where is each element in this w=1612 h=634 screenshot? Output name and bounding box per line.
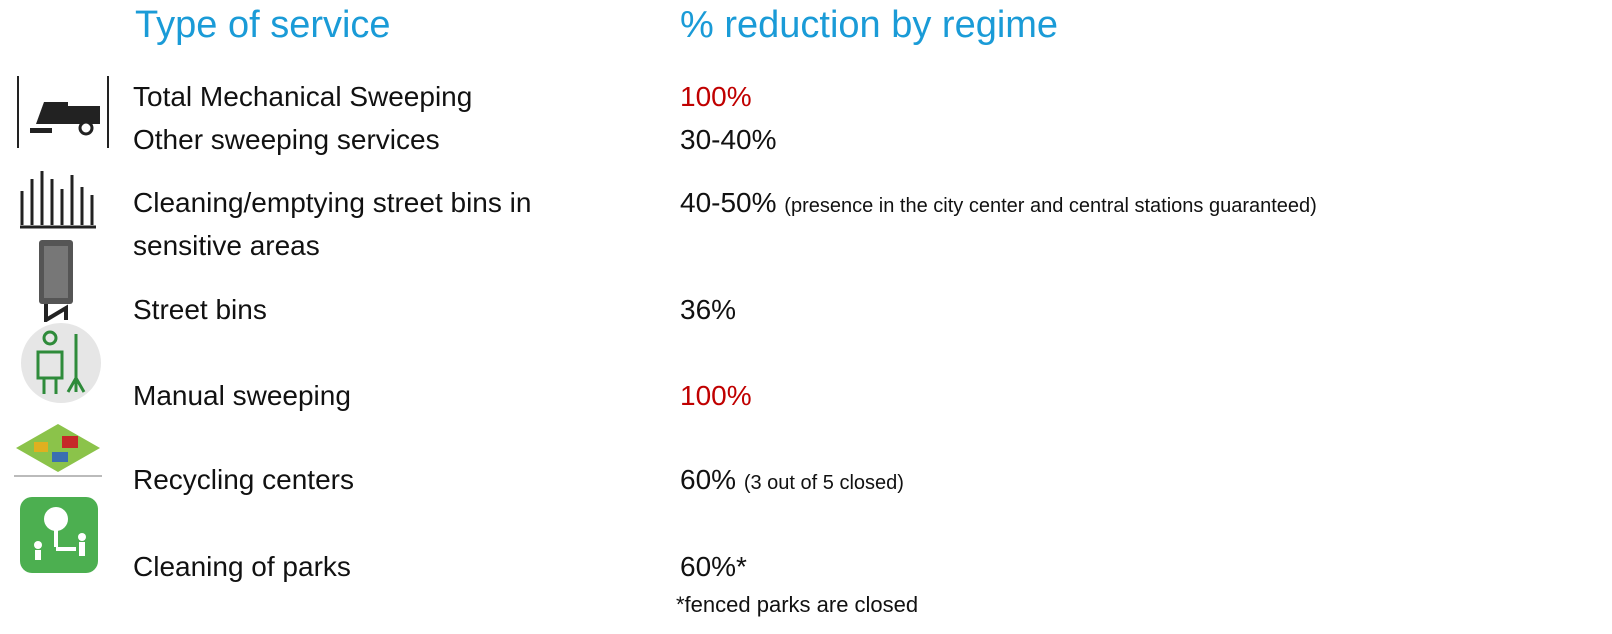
slide: Type of service % reduction by regime To… [0, 0, 1612, 634]
worker-icon [20, 322, 102, 404]
bins-icon [18, 165, 98, 229]
service: Street bins [133, 288, 267, 331]
service: Recycling centers [133, 458, 354, 501]
service: Other sweeping services [133, 118, 440, 161]
park-icon [20, 497, 98, 573]
footnote: *fenced parks are closed [676, 592, 918, 618]
service: Cleaning/emptying street bins in sensiti… [133, 181, 623, 267]
recycling-center-icon [12, 418, 104, 478]
reduction: 100% [680, 75, 752, 118]
column-header: Type of service [135, 4, 391, 47]
street-bin-icon [36, 238, 76, 322]
service: Cleaning of parks [133, 545, 351, 588]
reduction: 40-50% [680, 187, 777, 218]
reduction: 60%* [680, 545, 747, 588]
service: Total Mechanical Sweeping [133, 75, 472, 118]
column-header: % reduction by regime [680, 4, 1058, 47]
reduction: 60% [680, 464, 736, 495]
reduction: 30-40% [680, 118, 777, 161]
service: Manual sweeping [133, 374, 351, 417]
note: (presence in the city center and central… [784, 195, 1317, 217]
reduction: 100% [680, 374, 752, 417]
reduction: 36% [680, 288, 736, 331]
sweeper-icon [16, 72, 112, 152]
note: (3 out of 5 closed) [744, 472, 904, 494]
reduction-cell: 60% (3 out of 5 closed) [680, 458, 904, 505]
reduction-cell: 40-50% (presence in the city center and … [680, 181, 1317, 228]
